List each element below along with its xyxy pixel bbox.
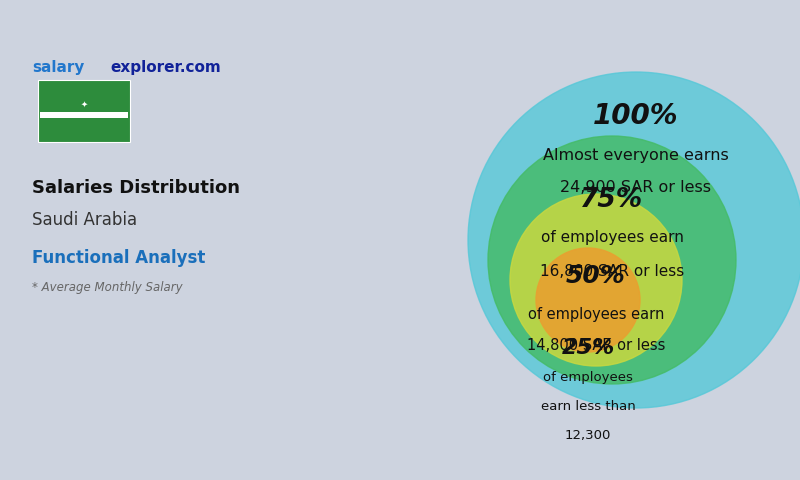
FancyBboxPatch shape (38, 80, 130, 142)
Circle shape (488, 136, 736, 384)
Text: 50%: 50% (566, 264, 626, 288)
Text: 14,800 SAR or less: 14,800 SAR or less (527, 338, 665, 353)
Text: 12,300: 12,300 (565, 430, 611, 443)
Text: 24,900 SAR or less: 24,900 SAR or less (561, 180, 711, 195)
Circle shape (510, 194, 682, 366)
Text: 75%: 75% (581, 187, 643, 213)
Text: of employees earn: of employees earn (528, 307, 664, 322)
Circle shape (468, 72, 800, 408)
Text: ✦: ✦ (81, 99, 87, 108)
Text: Almost everyone earns: Almost everyone earns (543, 148, 729, 164)
Text: 16,800 SAR or less: 16,800 SAR or less (540, 264, 684, 279)
Text: Functional Analyst: Functional Analyst (32, 249, 206, 267)
Bar (40, 112, 128, 118)
Text: of employees earn: of employees earn (541, 230, 683, 245)
Text: * Average Monthly Salary: * Average Monthly Salary (32, 281, 182, 295)
Text: of employees: of employees (543, 372, 633, 384)
Text: 100%: 100% (594, 102, 678, 130)
Text: Saudi Arabia: Saudi Arabia (32, 211, 137, 229)
Circle shape (536, 248, 640, 352)
Text: Salaries Distribution: Salaries Distribution (32, 179, 240, 197)
Text: 25%: 25% (562, 338, 614, 358)
Text: explorer.com: explorer.com (110, 60, 221, 75)
Text: earn less than: earn less than (541, 399, 635, 412)
Text: salary: salary (32, 60, 84, 75)
